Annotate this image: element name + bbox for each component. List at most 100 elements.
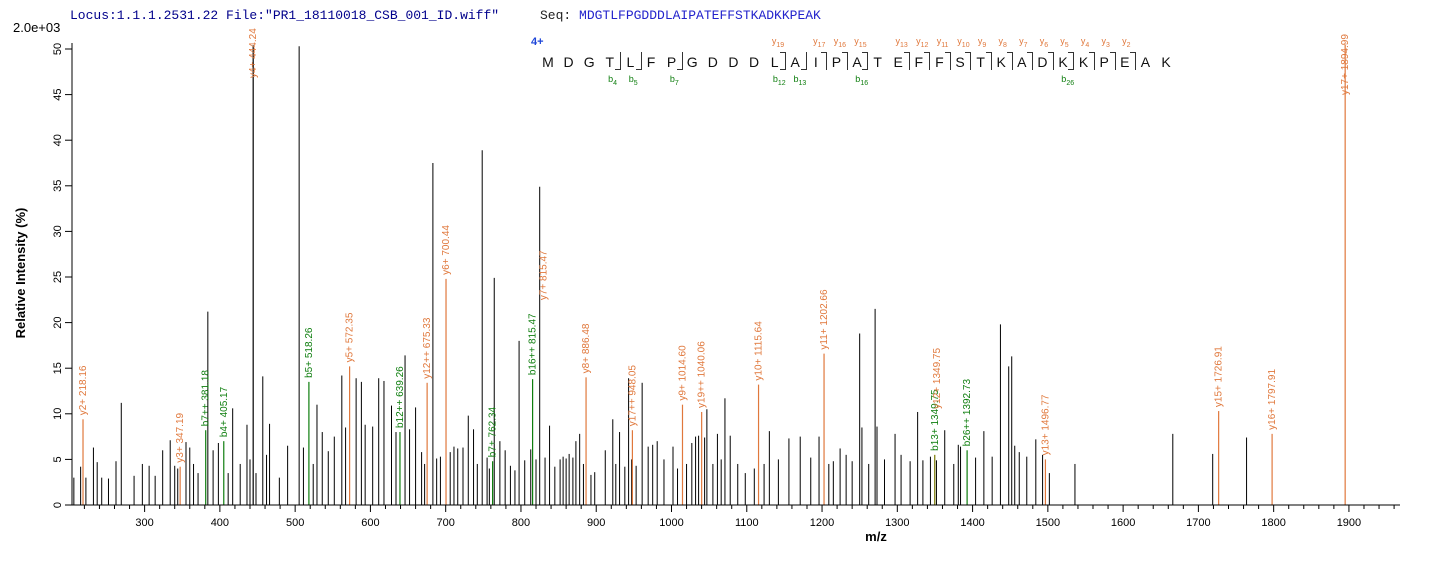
peak-annotation-label: y3+ 347.19 bbox=[175, 412, 186, 462]
residue-letter: E bbox=[893, 54, 903, 70]
peak-annotation-label: y5+ 572.35 bbox=[345, 312, 356, 362]
fragment-divider bbox=[826, 52, 828, 70]
y-ion-arm bbox=[1109, 52, 1115, 53]
residue-letter: S bbox=[955, 54, 965, 70]
b-ion-arm bbox=[779, 69, 785, 70]
y-tick-label: 45 bbox=[52, 88, 64, 100]
b-ion-marker: b12 bbox=[772, 74, 786, 87]
y-ion-arm bbox=[1130, 52, 1136, 53]
y-ion-marker: y12 bbox=[916, 36, 929, 49]
peak-annotation-label: y2+ 218.16 bbox=[78, 365, 89, 415]
peak-annotation-label: y17+ 1894.99 bbox=[1340, 34, 1351, 95]
residue-letter: L bbox=[770, 54, 779, 70]
y-ion-arm bbox=[944, 52, 950, 53]
peak-annotation-label: y19++ 1040.06 bbox=[697, 341, 708, 408]
y-ion-marker: y5 bbox=[1060, 36, 1069, 49]
y-ion-marker: y8 bbox=[998, 36, 1007, 49]
residue-letter: G bbox=[583, 54, 595, 70]
residue-letter: A bbox=[1140, 54, 1151, 70]
residue-letter: E bbox=[1120, 54, 1130, 70]
residue-letter: G bbox=[686, 54, 698, 70]
y-ion-marker: y17 bbox=[813, 36, 826, 49]
y-ion-arm bbox=[1068, 52, 1074, 53]
residue-letter: L bbox=[626, 54, 635, 70]
fragment-divider bbox=[990, 52, 992, 70]
y-ion-arm bbox=[1006, 52, 1012, 53]
peak-annotation-label: y4+ 444.24 bbox=[248, 28, 259, 78]
b-ion-arm bbox=[1068, 69, 1074, 70]
fragment-divider bbox=[970, 52, 972, 70]
peak-annotation-label: y12++ 675.33 bbox=[422, 317, 433, 379]
peak-annotation-label: b7+ 762.34 bbox=[488, 406, 499, 457]
y-ion-arm bbox=[821, 52, 827, 53]
b-ion-marker: b26 bbox=[1061, 74, 1075, 87]
residue-letter: K bbox=[996, 54, 1006, 70]
residue-letter: D bbox=[563, 54, 574, 70]
residue-letter: D bbox=[707, 54, 718, 70]
y-tick-label: 0 bbox=[52, 502, 64, 508]
residue-letter: K bbox=[1161, 54, 1171, 70]
peak-annotation-label: b7++ 381.18 bbox=[201, 370, 212, 427]
x-tick-label: 1900 bbox=[1337, 517, 1361, 529]
residue-letter: K bbox=[1078, 54, 1089, 70]
b-ion-marker: b16 bbox=[855, 74, 869, 87]
y-ion-arm bbox=[779, 52, 785, 53]
x-tick-label: 1800 bbox=[1261, 517, 1285, 529]
fragment-divider bbox=[784, 52, 786, 70]
x-tick-label: 800 bbox=[512, 517, 530, 529]
peak-annotation-label: b26++ 1392.73 bbox=[962, 379, 973, 447]
y-ion-marker: y15 bbox=[854, 36, 867, 49]
y-ion-marker: y3 bbox=[1101, 36, 1110, 49]
fragment-divider bbox=[1114, 52, 1116, 70]
fragment-divider bbox=[1073, 52, 1075, 70]
fragment-divider bbox=[1135, 52, 1137, 70]
peak-annotation-label: y17++ 948.05 bbox=[627, 365, 638, 427]
sequence-header: Seq: MDGTLFPGDDDLAIPATEFFSTKADKKPEAK bbox=[540, 8, 821, 23]
residue-letter: I bbox=[813, 54, 818, 70]
x-tick-label: 1700 bbox=[1186, 517, 1210, 529]
x-tick-label: 1200 bbox=[810, 517, 834, 529]
peak-annotation-label: y9+ 1014.60 bbox=[677, 345, 688, 401]
y-tick-label: 30 bbox=[52, 225, 64, 237]
y-tick-label: 35 bbox=[52, 180, 64, 192]
fragment-divider bbox=[1032, 52, 1034, 70]
y-ion-marker: y13 bbox=[895, 36, 908, 49]
y-ion-marker: y10 bbox=[957, 36, 970, 49]
peak-annotation-label: y11+ 1202.66 bbox=[819, 289, 830, 350]
b-ion-arm bbox=[862, 69, 868, 70]
fragment-divider bbox=[846, 52, 848, 70]
peak-annotation-label: b16++ 815.47 bbox=[528, 313, 539, 375]
residue-letter: P bbox=[666, 54, 677, 70]
x-tick-label: 1500 bbox=[1036, 517, 1060, 529]
x-tick-label: 400 bbox=[211, 517, 229, 529]
residue-letter: T bbox=[976, 54, 985, 70]
base-peak-intensity: 2.0e+03 bbox=[13, 20, 61, 35]
x-tick-label: 900 bbox=[587, 517, 605, 529]
y-ion-arm bbox=[1027, 52, 1033, 53]
residue-letter: T bbox=[873, 54, 882, 70]
b-ion-marker: b5 bbox=[628, 74, 638, 87]
peak-annotation-label: y8+ 886.48 bbox=[581, 323, 592, 373]
x-tick-label: 1600 bbox=[1111, 517, 1135, 529]
peak-annotation-label: b5+ 518.26 bbox=[304, 327, 315, 378]
y-ion-marker: y11 bbox=[936, 36, 949, 49]
fragment-divider bbox=[949, 52, 951, 70]
b-ion-arm bbox=[676, 69, 682, 70]
residue-letter: P bbox=[1099, 54, 1109, 70]
residue-letter: K bbox=[1058, 54, 1068, 70]
y-tick-label: 15 bbox=[52, 362, 64, 374]
y-ion-arm bbox=[841, 52, 847, 53]
residue-letter: D bbox=[1037, 54, 1048, 70]
y-ion-arm bbox=[903, 52, 909, 53]
peak-annotation-label: y7+ 815.47 bbox=[539, 250, 550, 300]
peak-annotation-label: y12+ 1349.75 bbox=[932, 348, 943, 409]
fragment-divider bbox=[929, 52, 931, 70]
x-tick-label: 1100 bbox=[735, 517, 759, 529]
x-tick-label: 600 bbox=[361, 517, 379, 529]
fragment-divider bbox=[1052, 52, 1054, 70]
b-ion-marker: b4 bbox=[608, 74, 618, 87]
residue-letter: A bbox=[790, 54, 800, 70]
